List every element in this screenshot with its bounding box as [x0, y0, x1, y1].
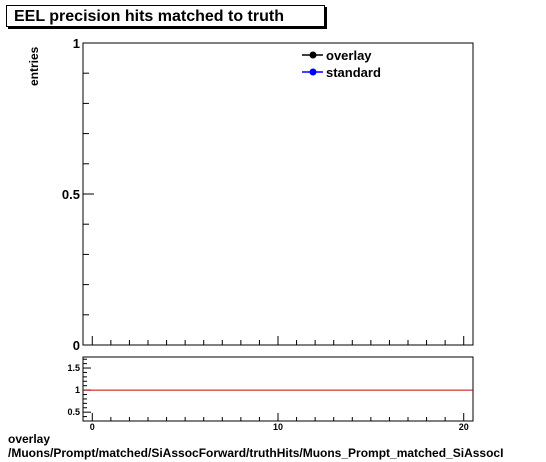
ratio-x-tick-label: 20 [459, 422, 469, 432]
ratio-y-tick-label: 0.5 [67, 407, 80, 417]
ratio-x-tick-label: 0 [90, 422, 95, 432]
footer-line-2: /Muons/Prompt/matched/SiAssocForward/tru… [8, 446, 504, 460]
main-axis-ticks [83, 42, 465, 346]
legend: overlay standard [302, 48, 381, 80]
ratio-plot-frame [82, 356, 474, 422]
main-y-tick-label: 0.5 [62, 187, 80, 202]
main-y-tick-label: 0 [73, 338, 80, 353]
footer-path: overlay /Muons/Prompt/matched/SiAssocFor… [8, 432, 503, 460]
legend-marker [309, 68, 317, 76]
ratio-tick-labels: 0.5 1 1.5 0 10 20 [67, 363, 468, 432]
main-y-tick-label: 1 [73, 36, 80, 51]
legend-marker [309, 51, 317, 59]
chart-title-box: EEL precision hits matched to truth [6, 5, 325, 27]
chart-title: EEL precision hits matched to truth [14, 8, 284, 25]
footer-line-1: overlay [8, 432, 51, 446]
main-plot-frame [82, 42, 474, 346]
legend-label: overlay [326, 48, 372, 63]
ratio-y-tick-label: 1 [75, 385, 80, 395]
ratio-x-tick-label: 10 [273, 422, 283, 432]
main-y-tick-labels: 00.51 [62, 36, 80, 353]
legend-label: standard [326, 65, 381, 80]
ratio-y-tick-label: 1.5 [67, 363, 80, 373]
